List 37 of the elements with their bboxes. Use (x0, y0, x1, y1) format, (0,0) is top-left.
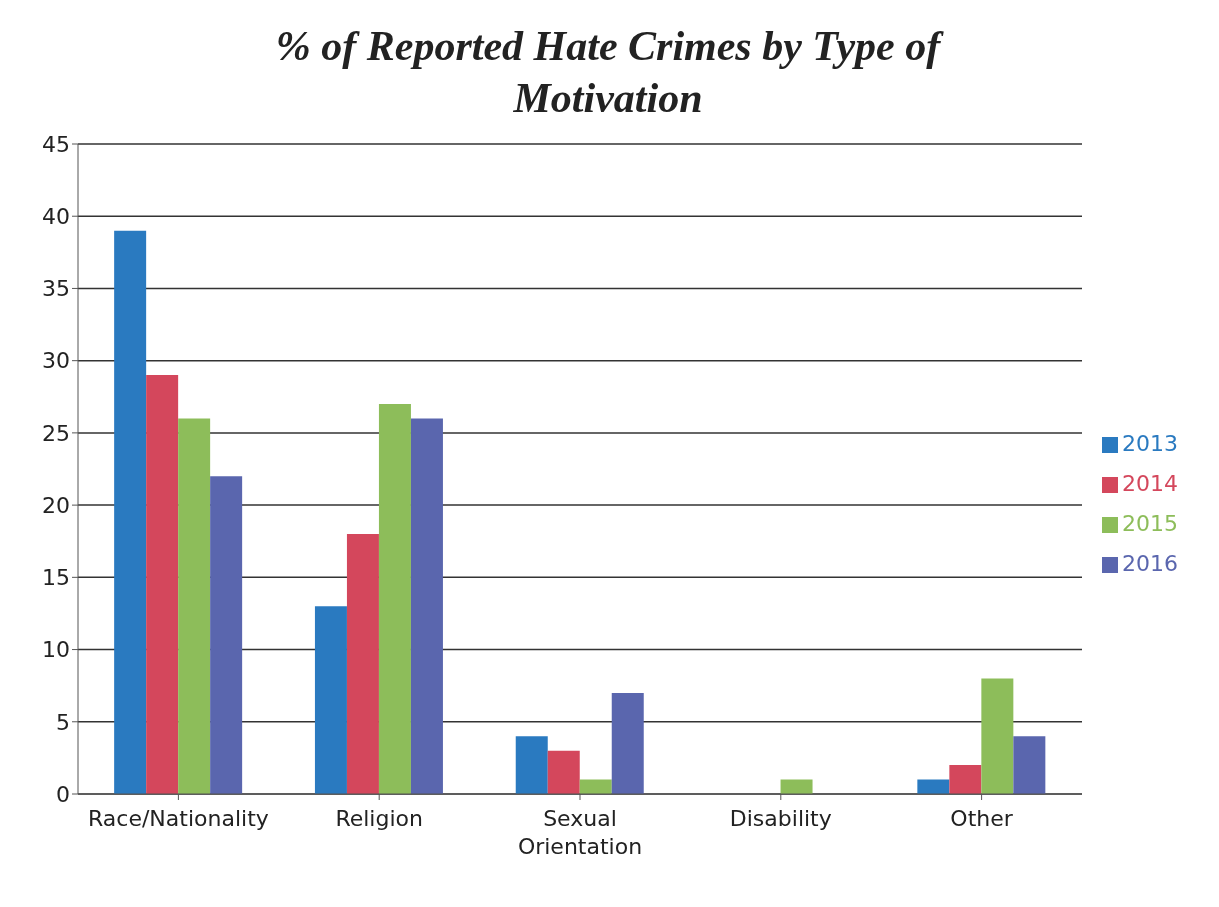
y-tick-label: 30 (42, 348, 70, 374)
x-tick-label: Race/Nationality (88, 806, 269, 831)
y-tick-label: 10 (42, 637, 70, 663)
bar (579, 779, 612, 794)
bar (611, 692, 644, 794)
bar (515, 736, 548, 794)
bar (410, 418, 443, 794)
bar (146, 375, 179, 794)
y-tick-label: 15 (42, 565, 70, 591)
y-tick-label: 20 (42, 492, 70, 518)
x-tick-label: Disability (729, 806, 832, 831)
bar (949, 765, 982, 794)
bar (547, 750, 580, 794)
y-tick-label: 35 (42, 276, 70, 302)
bar (210, 476, 243, 794)
y-tick-label: 25 (42, 420, 70, 446)
x-tick-label: Religion (335, 806, 423, 831)
bar (917, 779, 950, 794)
x-tick-label: Other (950, 806, 1014, 831)
bar (346, 534, 379, 794)
legend-label: 2015 (1122, 511, 1178, 536)
bar (378, 404, 411, 794)
legend-label: 2014 (1122, 471, 1178, 496)
bar (178, 418, 211, 794)
bar (314, 606, 347, 794)
bar (981, 678, 1014, 794)
y-tick-label: 0 (56, 781, 70, 807)
y-tick-label: 5 (56, 709, 70, 735)
chart-title: % of Reported Hate Crimes by Type of Motivation (274, 22, 945, 123)
legend-label: 2013 (1122, 431, 1178, 456)
y-tick-label: 40 (42, 204, 70, 230)
y-tick-label: 45 (42, 131, 70, 157)
legend-label: 2016 (1122, 551, 1178, 576)
bar (114, 230, 147, 794)
bar (780, 779, 813, 794)
bar (1013, 736, 1046, 794)
x-tick-label: Sexual Orientation (517, 806, 643, 859)
